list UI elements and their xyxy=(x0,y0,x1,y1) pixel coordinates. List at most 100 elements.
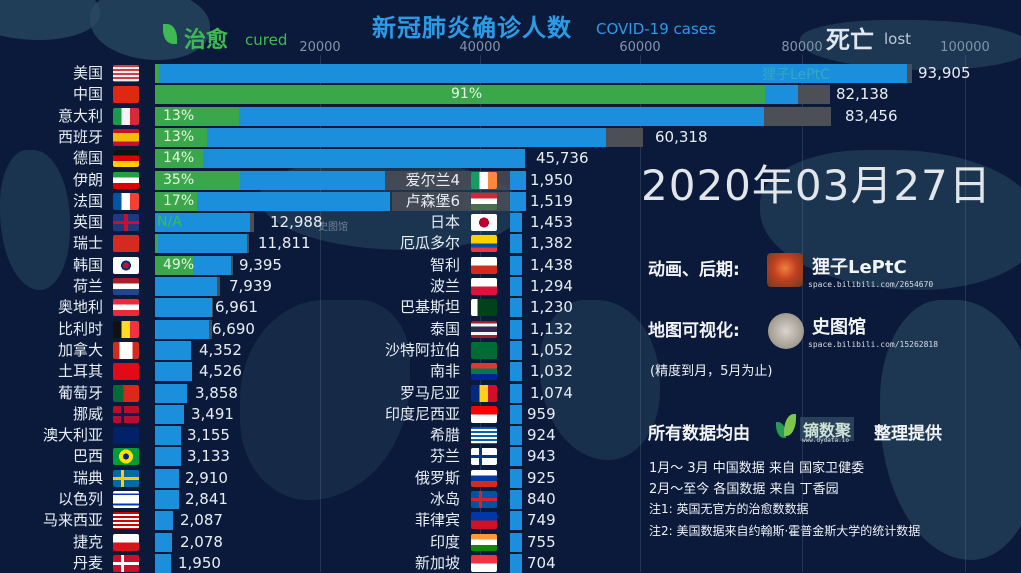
case-count: 755 xyxy=(527,532,556,551)
axis-tick: 20000 xyxy=(299,40,341,55)
cured-percent: 49% xyxy=(163,256,195,273)
country-name: 菲律宾 xyxy=(414,511,460,530)
case-bar xyxy=(155,340,191,360)
ph-flag-icon xyxy=(471,512,497,530)
bar-row: 加拿大 4,352 xyxy=(0,340,1021,360)
case-count: 7,939 xyxy=(229,277,272,295)
cn-flag-icon xyxy=(113,86,139,104)
death-segment xyxy=(209,319,212,339)
country-name: 波兰 xyxy=(429,277,460,295)
death-segment xyxy=(212,298,213,318)
pt-flag-icon xyxy=(113,384,139,402)
case-bar xyxy=(510,298,522,318)
case-count: 1,382 xyxy=(530,234,573,253)
legend-lost-en: lost xyxy=(884,30,912,48)
bar-row: 丹麦 1,950 xyxy=(0,553,1021,573)
sg-flag-icon xyxy=(471,554,497,572)
bar-row: 瑞典 2,910 xyxy=(0,468,1021,488)
bar-row: 中国 91% 82,138 xyxy=(0,85,1021,105)
case-count: 11,811 xyxy=(258,234,311,253)
case-count: 12,988 xyxy=(270,213,323,232)
case-bar xyxy=(510,319,522,339)
bar-row: 挪威 3,491 xyxy=(0,404,1021,424)
case-bar xyxy=(510,234,522,254)
country-name: 法国 xyxy=(72,191,103,210)
active-segment xyxy=(155,362,192,382)
case-count: 2,087 xyxy=(180,511,223,530)
animation-label: 动画、后期: xyxy=(648,260,740,280)
no-flag-icon xyxy=(113,405,139,423)
case-bar: 17% xyxy=(155,191,390,211)
case-bar xyxy=(510,447,522,467)
case-bar xyxy=(155,490,179,509)
country-name: 新加坡 xyxy=(414,553,460,572)
country-name: 爱尔兰4 xyxy=(405,170,460,189)
bar-row: 菲律宾 749 xyxy=(0,511,1021,531)
footnote-1: 注1: 英国无官方的治愈数数据 xyxy=(649,502,809,516)
country-name: 芬兰 xyxy=(429,447,460,466)
bar-row: 泰国 1,132 xyxy=(0,319,1021,339)
axis-tick: 40000 xyxy=(459,40,501,55)
se-flag-icon xyxy=(113,469,139,487)
au-flag-icon xyxy=(113,427,139,445)
is-flag-icon xyxy=(471,491,497,508)
legend-lost: 死亡 xyxy=(826,26,874,54)
date-display: 2020年03月27日 xyxy=(641,161,992,210)
death-segment xyxy=(907,64,912,83)
case-bar xyxy=(510,191,526,211)
case-bar xyxy=(155,468,179,488)
country-name: 瑞士 xyxy=(72,234,103,253)
jp-flag-icon xyxy=(471,214,497,232)
active-segment xyxy=(155,468,179,488)
death-segment xyxy=(217,277,220,296)
ru-flag-icon xyxy=(471,469,497,487)
be-flag-icon xyxy=(113,320,139,338)
case-count: 3,155 xyxy=(187,426,230,445)
bar-row: 捷克 2,078 xyxy=(0,532,1021,552)
case-count: 840 xyxy=(527,490,556,508)
bar-row: 伊朗 35% xyxy=(0,170,1021,190)
country-name: 澳大利亚 xyxy=(42,426,103,445)
country-name: 沙特阿拉伯 xyxy=(384,340,460,359)
cz-flag-icon xyxy=(113,533,139,551)
country-name: 荷兰 xyxy=(72,277,103,295)
ir-flag-icon xyxy=(113,171,139,189)
bar-row: 英国 N/A 12,988 xyxy=(0,213,1021,233)
case-bar xyxy=(510,490,522,509)
data-provider: 镝数聚 xyxy=(800,417,855,441)
gridline xyxy=(965,55,966,572)
case-count: 1,294 xyxy=(530,277,573,295)
case-bar: 13% xyxy=(155,106,831,126)
case-bar: 91% xyxy=(155,85,830,105)
case-count: 1,032 xyxy=(530,362,573,381)
legend-cured-en: cured xyxy=(245,31,288,49)
gridline xyxy=(802,55,803,572)
bar-row: 荷兰 7,939 xyxy=(0,277,1021,296)
case-count: 4,526 xyxy=(199,362,242,381)
case-count: 45,736 xyxy=(536,149,589,168)
ch-flag-icon xyxy=(113,235,139,253)
country-name: 比利时 xyxy=(57,319,103,338)
case-count: 60,318 xyxy=(655,127,708,146)
dydata-logo-icon xyxy=(776,414,798,440)
case-bar xyxy=(510,170,526,190)
case-bar xyxy=(155,64,912,83)
cured-percent: 13% xyxy=(163,107,195,124)
it-flag-icon xyxy=(113,107,139,125)
death-segment xyxy=(247,234,249,254)
cured-segment xyxy=(155,234,158,254)
animation-url: space.bilibili.com/2654670 xyxy=(808,280,934,289)
tr-flag-icon xyxy=(113,363,139,381)
country-name: 智利 xyxy=(429,255,460,274)
country-name: 巴西 xyxy=(72,447,103,466)
bar-row: 罗马尼亚 1,074 xyxy=(0,383,1021,403)
case-count: 1,132 xyxy=(530,319,573,338)
country-name: 泰国 xyxy=(429,319,460,338)
case-count: 83,456 xyxy=(845,106,898,125)
country-name: 捷克 xyxy=(72,532,103,551)
leptc-avatar xyxy=(767,253,803,287)
active-segment xyxy=(155,340,191,360)
country-name: 中国 xyxy=(72,85,103,104)
case-bar: 49% xyxy=(155,255,233,275)
active-segment xyxy=(158,234,247,254)
